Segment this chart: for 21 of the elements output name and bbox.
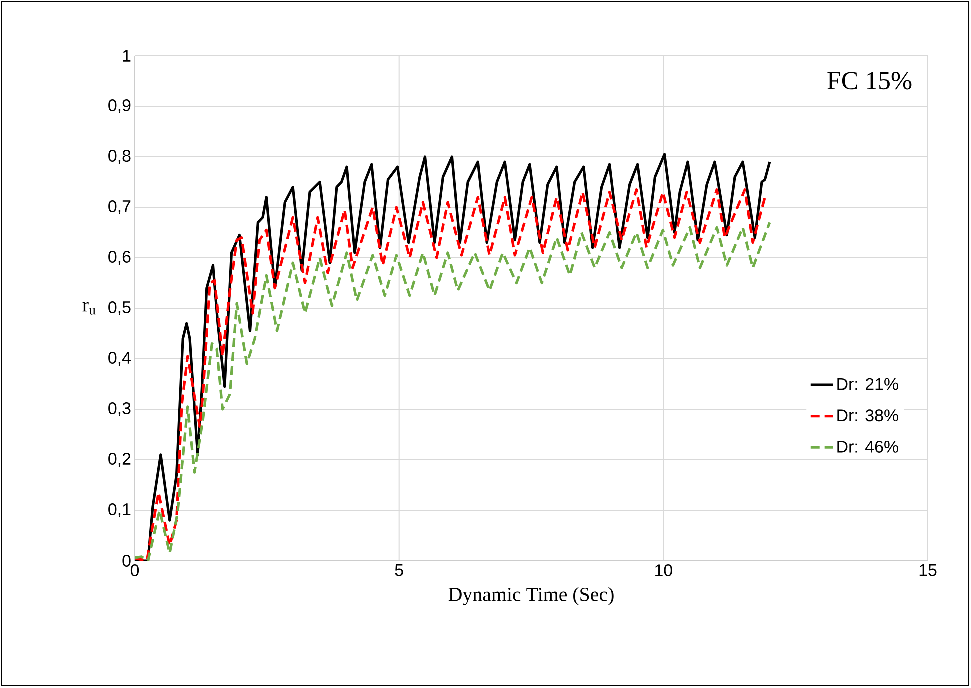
y-tick-label: 0,4 [108, 352, 131, 366]
y-tick-label: 0,7 [108, 200, 131, 214]
x-axis-title: Dynamic Time (Sec) [448, 587, 614, 606]
y-tick-label: 0,8 [108, 150, 131, 164]
y-tick-label: 0,6 [108, 251, 131, 265]
y-tick-label: 0,2 [108, 453, 131, 467]
chart-title: FC 15% [828, 72, 912, 90]
legend-label: Dr: 38% [838, 410, 898, 422]
legend-label: Dr: 46% [838, 440, 898, 453]
y-tick-label: 1 [123, 50, 131, 62]
y-tick-label: 0,5 [108, 302, 131, 316]
y-tick-label: 0,1 [108, 504, 131, 518]
x-tick-label: 5 [395, 564, 404, 576]
y-tick-label: 0,3 [108, 402, 131, 416]
y-tick-label: 0 [122, 555, 131, 567]
y-tick-label: 0,9 [108, 99, 131, 114]
x-tick-label: 15 [920, 564, 937, 576]
y-axis-title: r$_{u}$ [82, 302, 96, 315]
legend-label: Dr: 21% [838, 378, 898, 390]
x-tick-label: 10 [656, 564, 672, 577]
x-tick-label: 0 [130, 564, 140, 577]
